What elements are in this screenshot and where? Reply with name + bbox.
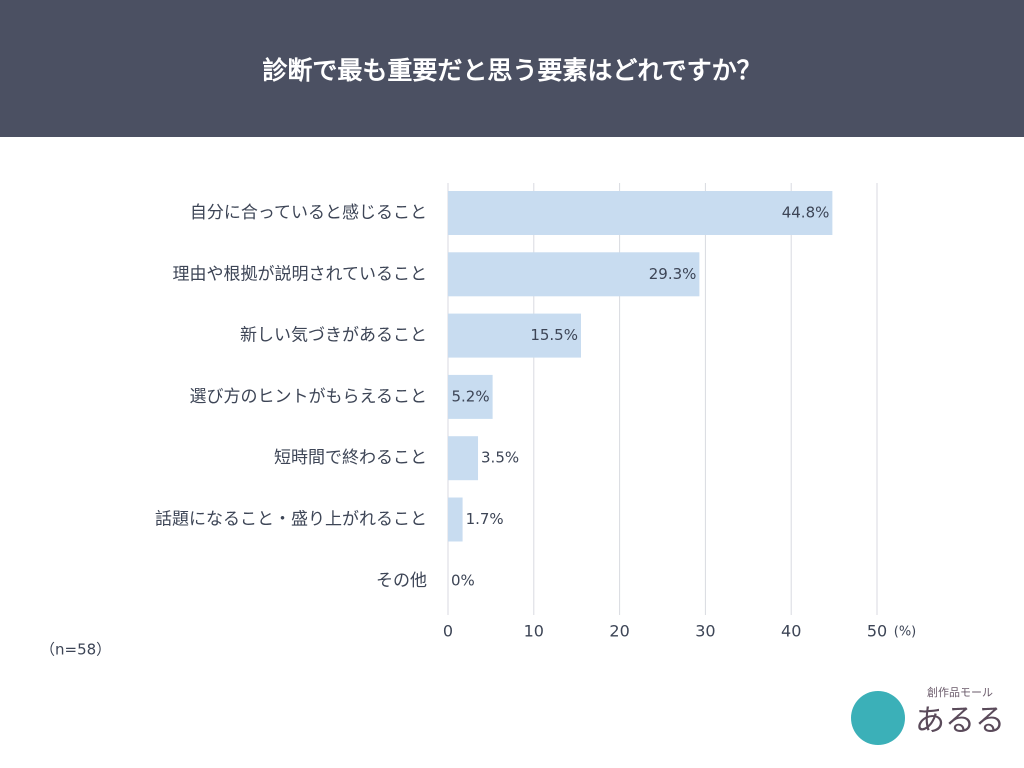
y-tick-label: 自分に合っていると感じること [190, 203, 427, 223]
y-tick-label: 選び方のヒントがもらえること [190, 387, 428, 407]
value-label: 15.5% [530, 326, 578, 344]
bar [448, 497, 463, 542]
logo-main: あるる [915, 704, 1005, 739]
value-label: 44.8% [782, 204, 830, 222]
logo: 創作品モール あるる [851, 685, 1005, 745]
bar [448, 313, 581, 358]
value-label: 3.5% [481, 449, 519, 467]
bar [448, 374, 493, 419]
x-tick-label: 30 [695, 622, 715, 641]
bar [448, 191, 833, 235]
value-label: 1.7% [466, 510, 504, 528]
bar [448, 436, 479, 481]
y-tick-label: 短時間で終わること [274, 448, 427, 468]
y-tick-label: 話題になること・盛り上がれること [155, 510, 427, 530]
x-tick-label: 0 [443, 622, 453, 641]
x-tick-label: 40 [781, 622, 801, 641]
value-label: 0% [451, 571, 475, 589]
y-tick-label: 新しい気づきがあること [240, 326, 427, 346]
logo-icon [851, 691, 905, 745]
logo-small: 創作品モール [927, 685, 993, 699]
value-label: 5.2% [452, 387, 490, 405]
y-tick-label: 理由や根拠が説明されていること [173, 264, 428, 284]
x-tick-label: 20 [609, 622, 629, 641]
sample-note: （n=58） [40, 641, 111, 659]
bar [448, 252, 700, 297]
x-unit: (%) [894, 625, 917, 640]
x-tick-label: 50 [867, 622, 887, 641]
y-tick-label: その他 [376, 571, 427, 591]
x-tick-label: 10 [524, 622, 544, 641]
value-label: 29.3% [649, 265, 697, 283]
chart-title: 診断で最も重要だと思う要素はどれですか？ [262, 56, 761, 85]
header [0, 0, 1024, 137]
